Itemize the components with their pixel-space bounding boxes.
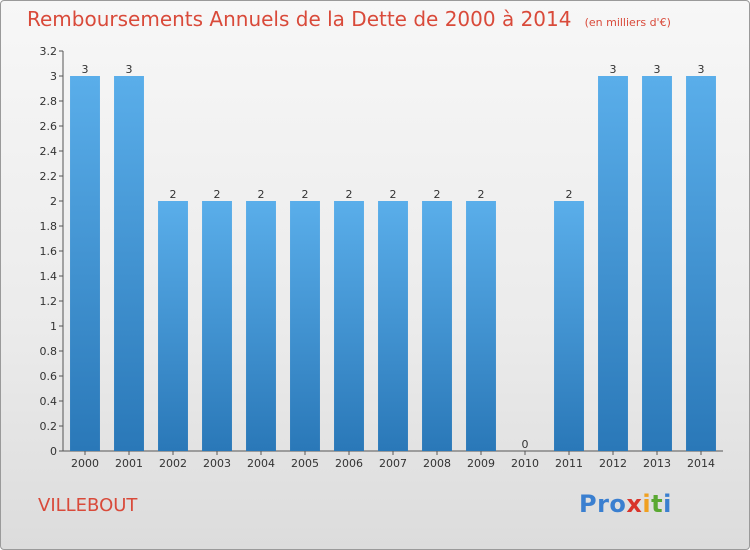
bar-2008	[422, 201, 452, 451]
data-label: 2	[302, 188, 309, 201]
proxiti-logo[interactable]: Proxiti	[579, 490, 672, 518]
data-label: 2	[566, 188, 573, 201]
y-tick-label: 1.4	[40, 270, 58, 283]
y-tick-label: 0.4	[40, 395, 58, 408]
y-tick-label: 3	[50, 70, 57, 83]
bar-2001	[114, 76, 144, 451]
x-tick-label: 2001	[115, 457, 143, 470]
x-tick-label: 2014	[687, 457, 715, 470]
y-tick-label: 1.6	[40, 245, 58, 258]
title-unit: (en milliers d'€)	[584, 16, 671, 29]
bar-2005	[290, 201, 320, 451]
data-label: 3	[698, 63, 705, 76]
x-tick-label: 2011	[555, 457, 583, 470]
x-tick-label: 2007	[379, 457, 407, 470]
y-tick-label: 2.2	[40, 170, 58, 183]
bar-2002	[158, 201, 188, 451]
data-label: 2	[346, 188, 353, 201]
data-label: 2	[434, 188, 441, 201]
y-tick-label: 2.4	[40, 145, 58, 158]
data-label: 3	[82, 63, 89, 76]
bar-2004	[246, 201, 276, 451]
data-label: 3	[126, 63, 133, 76]
y-tick-label: 0	[50, 445, 57, 458]
data-label: 3	[654, 63, 661, 76]
y-tick-label: 0.8	[40, 345, 58, 358]
data-label: 2	[170, 188, 177, 201]
y-tick-label: 2.6	[40, 120, 58, 133]
x-tick-label: 2013	[643, 457, 671, 470]
bar-2011	[554, 201, 584, 451]
x-tick-label: 2010	[511, 457, 539, 470]
bar-2013	[642, 76, 672, 451]
chart-title: Remboursements Annuels de la Dette de 20…	[27, 7, 671, 31]
y-tick-label: 2	[50, 195, 57, 208]
y-tick-label: 1	[50, 320, 57, 333]
x-tick-label: 2009	[467, 457, 495, 470]
data-label: 3	[610, 63, 617, 76]
title-text: Remboursements Annuels de la Dette de 20…	[27, 7, 572, 31]
bar-2012	[598, 76, 628, 451]
data-label: 0	[522, 438, 529, 451]
y-tick-label: 1.2	[40, 295, 58, 308]
y-tick-label: 3.2	[40, 45, 58, 58]
data-label: 2	[214, 188, 221, 201]
y-tick-label: 2.8	[40, 95, 58, 108]
y-tick-label: 0.6	[40, 370, 58, 383]
x-tick-label: 2012	[599, 457, 627, 470]
x-tick-label: 2004	[247, 457, 275, 470]
y-tick-label: 1.8	[40, 220, 58, 233]
bar-2009	[466, 201, 496, 451]
data-label: 2	[390, 188, 397, 201]
bar-2007	[378, 201, 408, 451]
x-tick-label: 2006	[335, 457, 363, 470]
x-tick-label: 2003	[203, 457, 231, 470]
bar-2014	[686, 76, 716, 451]
x-tick-label: 2002	[159, 457, 187, 470]
x-tick-label: 2005	[291, 457, 319, 470]
y-tick-label: 0.2	[40, 420, 58, 433]
x-tick-label: 2008	[423, 457, 451, 470]
city-name: VILLEBOUT	[38, 495, 138, 516]
bar-2006	[334, 201, 364, 451]
data-label: 2	[478, 188, 485, 201]
x-tick-label: 2000	[71, 457, 99, 470]
data-label: 2	[258, 188, 265, 201]
bar-2000	[70, 76, 100, 451]
bar-2003	[202, 201, 232, 451]
